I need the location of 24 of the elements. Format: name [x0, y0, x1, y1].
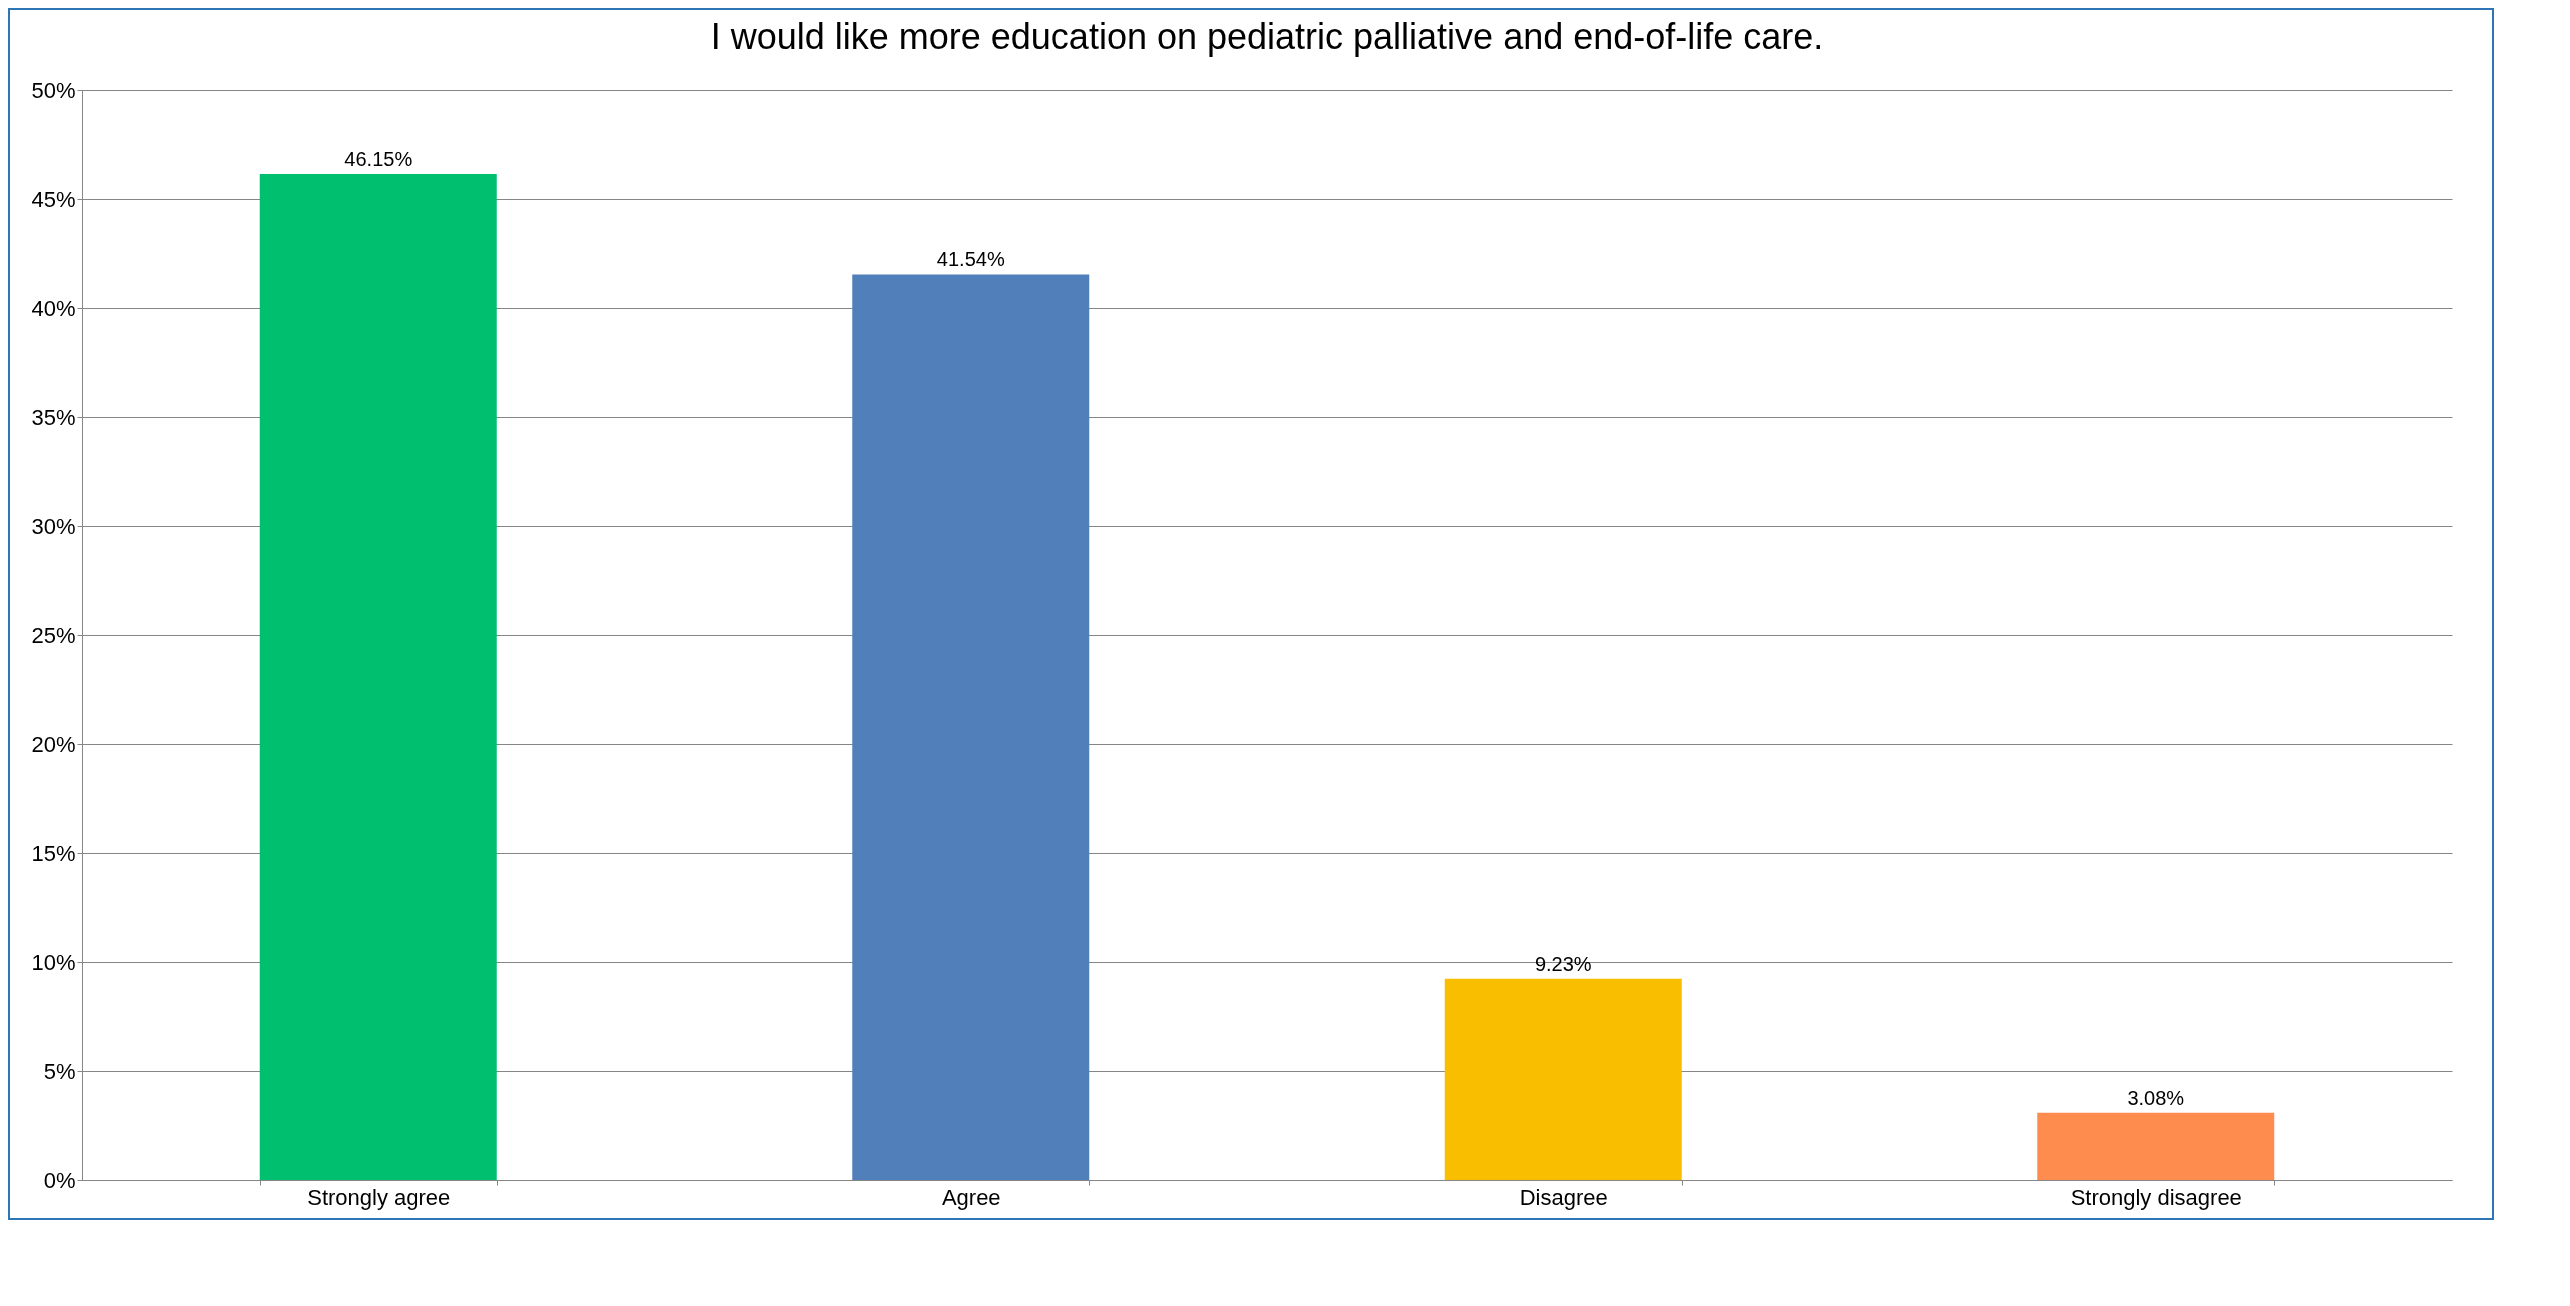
- chart-title: I would like more education on pediatric palliative and end-of-life care.: [710, 16, 1824, 57]
- y-tick-label: 40%: [31, 295, 76, 321]
- x-tick-label: Strongly agree: [307, 1184, 451, 1210]
- data-label: 3.08%: [2127, 1086, 2185, 1109]
- y-tick-label: 30%: [31, 513, 76, 539]
- x-tick-label: Agree: [941, 1184, 1001, 1210]
- bar: [852, 274, 1090, 1180]
- y-tick-label: 50%: [31, 77, 76, 103]
- y-tick-label: 35%: [31, 404, 76, 430]
- data-label: 41.54%: [936, 248, 1005, 271]
- y-tick-label: 25%: [31, 622, 76, 648]
- data-label: 46.15%: [344, 147, 413, 170]
- y-tick-label: 10%: [31, 949, 76, 975]
- bar: [2037, 1112, 2275, 1180]
- bar: [1444, 978, 1682, 1180]
- y-tick-label: 20%: [31, 731, 76, 757]
- y-tick-label: 45%: [31, 186, 76, 212]
- y-tick-label: 5%: [43, 1058, 76, 1084]
- bar: [259, 173, 497, 1180]
- y-tick-label: 0%: [43, 1167, 76, 1193]
- x-tick-label: Disagree: [1519, 1184, 1608, 1210]
- y-tick-label: 15%: [31, 840, 76, 866]
- x-tick-label: Strongly disagree: [2070, 1184, 2242, 1210]
- data-label: 9.23%: [1534, 952, 1592, 975]
